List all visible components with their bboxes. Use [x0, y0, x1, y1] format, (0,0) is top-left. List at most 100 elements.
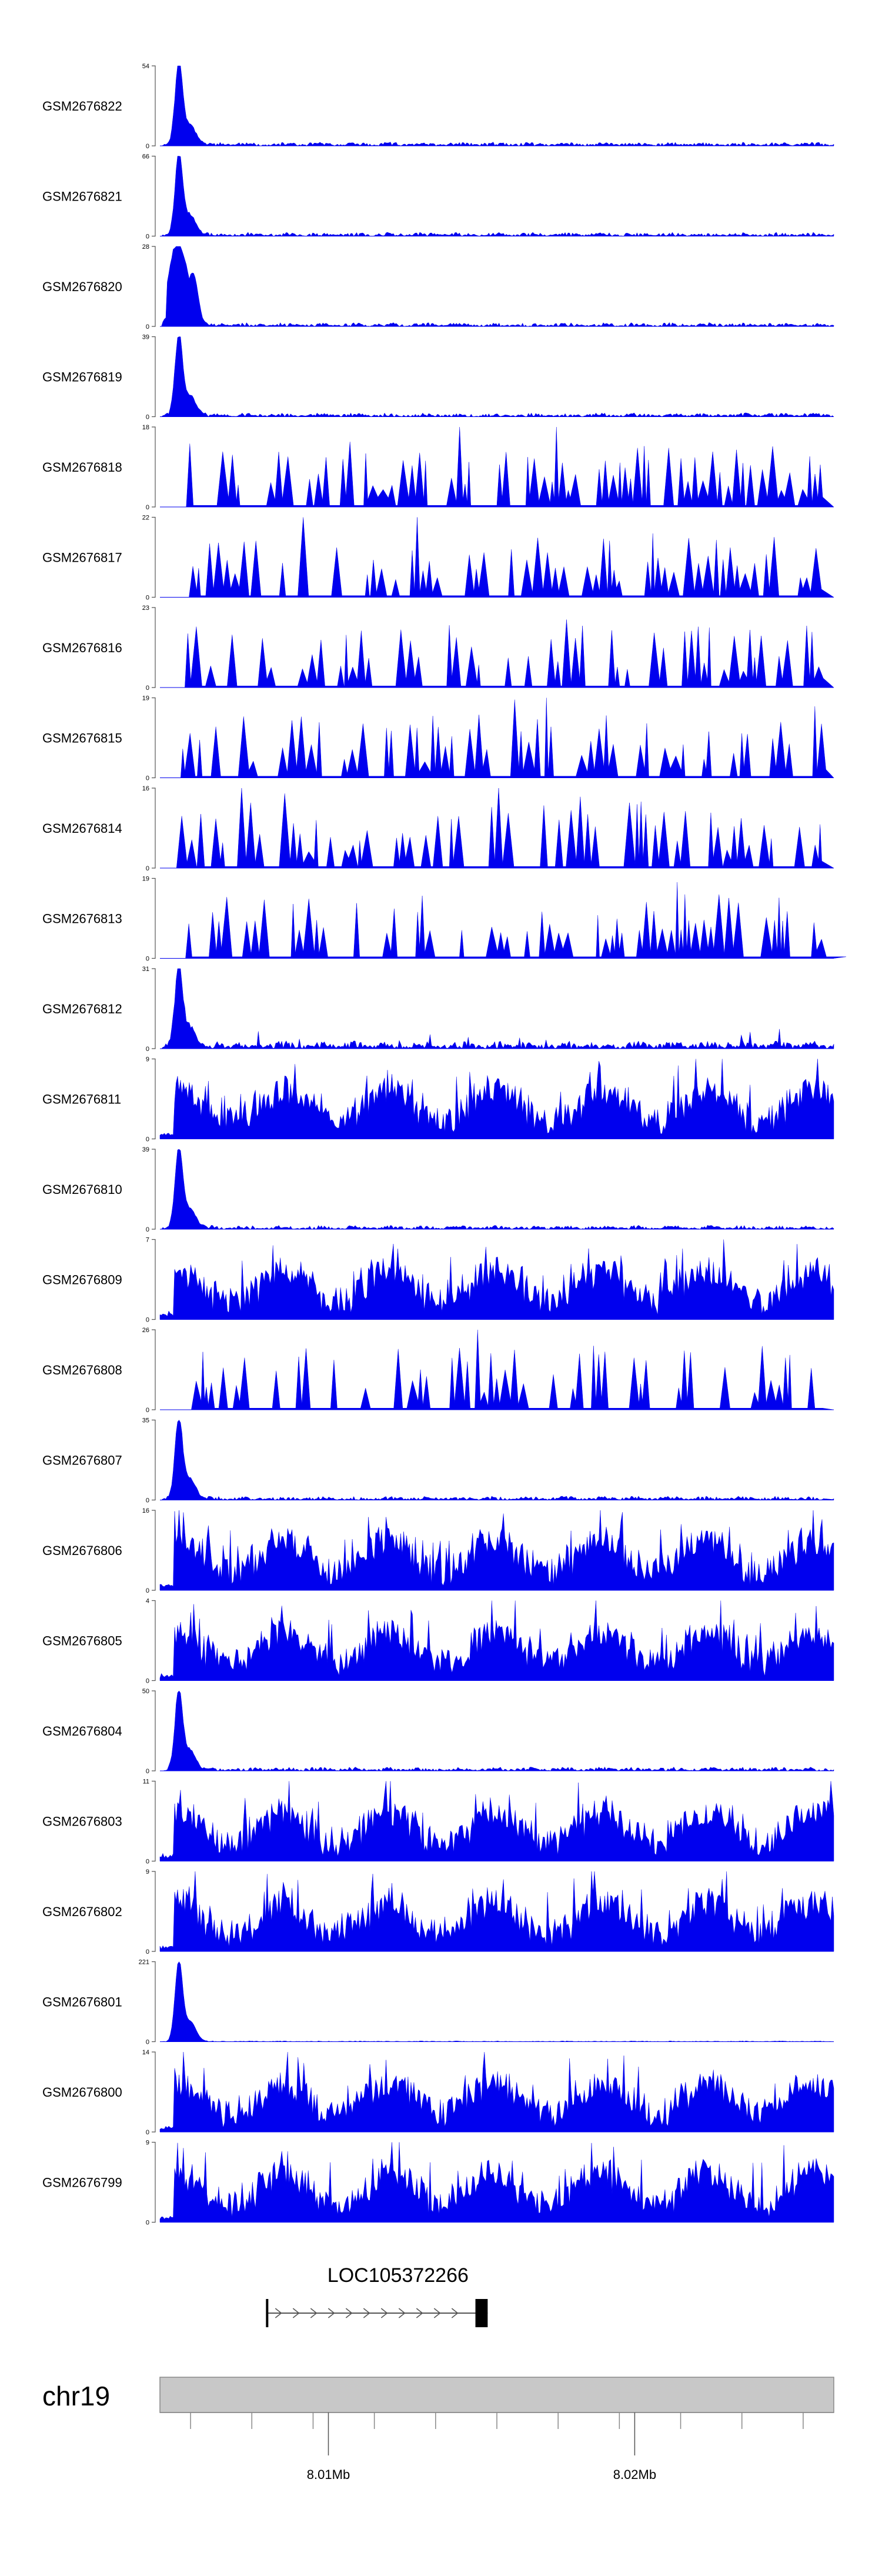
y-zero-label: 0	[146, 1317, 149, 1324]
y-max-label: 16	[142, 1507, 149, 1514]
strand-arrow	[451, 2308, 459, 2318]
track-GSM2676805: GSM2676805 4 0	[42, 1598, 834, 1685]
coverage-area	[160, 1961, 834, 2042]
coverage-area	[160, 1149, 834, 1230]
gene-label: LOC105372266	[328, 2264, 469, 2287]
coverage-area	[160, 156, 834, 237]
coverage-area	[159, 1781, 834, 1861]
track-GSM2676812: GSM2676812 31 0	[42, 966, 834, 1053]
y-zero-label: 0	[146, 956, 149, 963]
track-label: GSM2676813	[42, 912, 122, 926]
track-GSM2676816: GSM2676816 23 0	[42, 605, 834, 692]
axis-tick-label: 8.01Mb	[307, 2467, 350, 2482]
coverage-area	[160, 517, 834, 598]
track-label: GSM2676814	[42, 821, 122, 836]
genomic-axis: 8.01Mb 8.02Mb	[160, 2412, 834, 2482]
coverage-area	[159, 1510, 834, 1591]
y-max-label: 35	[142, 1417, 149, 1424]
gene-track: LOC105372266	[266, 2264, 488, 2327]
y-axis	[152, 246, 156, 327]
y-max-label: 9	[146, 1868, 149, 1876]
track-label: GSM2676806	[42, 1543, 122, 1558]
strand-arrow	[275, 2308, 282, 2318]
strand-arrow	[363, 2308, 370, 2318]
track-label: GSM2676800	[42, 2085, 122, 2100]
y-zero-label: 0	[146, 414, 149, 421]
y-axis	[152, 788, 156, 869]
y-zero-label: 0	[146, 2129, 149, 2136]
track-label: GSM2676815	[42, 731, 122, 746]
y-axis	[152, 1419, 156, 1501]
track-label: GSM2676805	[42, 1634, 122, 1649]
y-max-label: 11	[143, 1778, 149, 1786]
track-GSM2676806: GSM2676806 16 0	[42, 1507, 834, 1594]
strand-arrow	[345, 2308, 353, 2318]
track-label: GSM2676802	[42, 1904, 122, 1919]
track-GSM2676814: GSM2676814 16 0	[42, 785, 834, 872]
y-zero-label: 0	[146, 865, 149, 872]
track-GSM2676820: GSM2676820 28 0	[42, 243, 834, 331]
strand-arrow	[416, 2308, 423, 2318]
y-zero-label: 0	[146, 685, 149, 692]
coverage-area	[159, 2142, 834, 2223]
y-zero-label: 0	[146, 595, 149, 602]
y-axis	[152, 607, 156, 688]
y-zero-label: 0	[146, 1587, 149, 1594]
track-GSM2676813: GSM2676813 19 0	[42, 876, 846, 963]
strand-arrow	[380, 2308, 388, 2318]
y-axis	[152, 1058, 156, 1140]
y-axis	[152, 336, 156, 418]
y-zero-label: 0	[146, 1136, 149, 1143]
y-max-label: 39	[142, 334, 149, 341]
y-zero-label: 0	[146, 2220, 149, 2227]
y-max-label: 66	[142, 154, 149, 161]
y-max-label: 221	[139, 1959, 149, 1966]
y-axis	[152, 968, 156, 1049]
y-zero-label: 0	[146, 1226, 149, 1233]
coverage-tracks: GSM2676822540GSM2676821660GSM2676820280G…	[42, 63, 846, 2227]
y-max-label: 4	[146, 1598, 149, 1605]
coverage-area	[160, 882, 846, 959]
coverage-area	[160, 698, 834, 778]
chromosome-ideogram: chr19 8.01Mb 8.02Mb	[42, 2377, 834, 2482]
track-label: GSM2676818	[42, 460, 122, 475]
y-max-label: 19	[142, 876, 149, 883]
chromosome-band	[159, 2377, 834, 2413]
coverage-area	[159, 2051, 834, 2133]
y-max-label: 39	[142, 1146, 149, 1153]
track-GSM2676810: GSM2676810 39 0	[42, 1146, 834, 1233]
coverage-area	[159, 1600, 834, 1681]
track-label: GSM2676807	[42, 1453, 122, 1468]
y-zero-label: 0	[146, 504, 149, 511]
y-axis	[152, 1780, 156, 1862]
y-axis	[152, 1871, 156, 1952]
coverage-area	[160, 1690, 834, 1771]
y-zero-label: 0	[146, 775, 149, 782]
track-GSM2676801: GSM2676801 221 0	[42, 1959, 834, 2046]
y-axis	[152, 1149, 156, 1230]
track-GSM2676804: GSM2676804 50 0	[42, 1688, 834, 1775]
coverage-area	[160, 336, 834, 418]
y-axis	[152, 155, 156, 237]
y-max-label: 50	[142, 1688, 149, 1695]
coverage-area	[160, 1329, 834, 1410]
y-max-label: 26	[142, 1327, 149, 1334]
y-axis	[152, 1329, 156, 1410]
y-zero-label: 0	[146, 1046, 149, 1053]
y-axis	[152, 1600, 156, 1681]
chromosome-label: chr19	[42, 2381, 110, 2411]
y-zero-label: 0	[146, 143, 149, 150]
strand-arrow	[310, 2308, 318, 2318]
y-max-label: 9	[146, 2140, 149, 2147]
y-axis	[152, 2141, 156, 2223]
track-GSM2676815: GSM2676815 19 0	[42, 695, 834, 782]
y-max-label: 18	[142, 424, 149, 431]
track-GSM2676799: GSM2676799 9 0	[42, 2140, 834, 2227]
track-label: GSM2676812	[42, 1002, 122, 1016]
y-axis	[152, 2051, 156, 2133]
track-label: GSM2676821	[42, 189, 122, 204]
track-label: GSM2676801	[42, 1995, 122, 2010]
y-max-label: 54	[142, 63, 149, 70]
y-axis	[152, 1510, 156, 1591]
